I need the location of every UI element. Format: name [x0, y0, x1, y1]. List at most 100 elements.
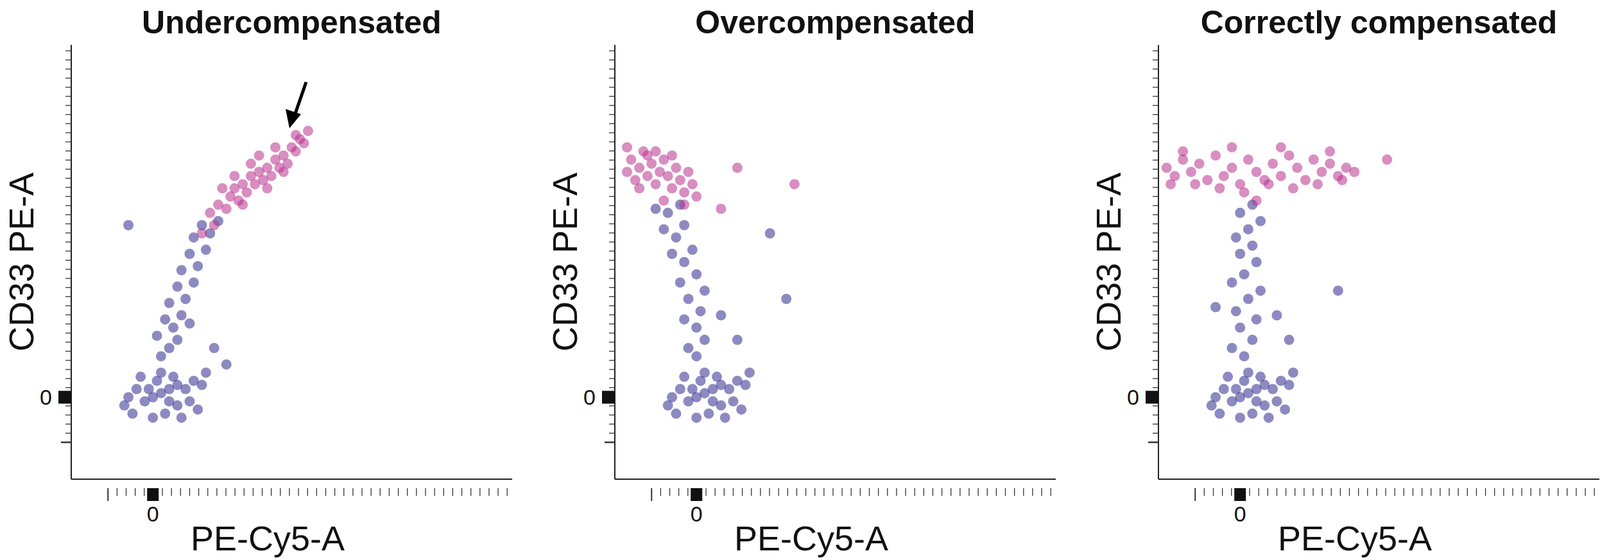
ruler-tick	[1152, 259, 1159, 261]
ruler-tick	[1539, 488, 1541, 497]
point	[1239, 351, 1250, 362]
ruler-tick	[60, 441, 72, 444]
ruler-tick	[941, 488, 943, 497]
ruler-tick	[609, 369, 615, 370]
point	[679, 371, 690, 382]
ruler-tick	[1152, 177, 1159, 179]
ruler-tick	[609, 86, 615, 88]
point	[155, 351, 167, 362]
ruler-tick	[1575, 488, 1577, 497]
ruler-tick	[1152, 405, 1159, 407]
point	[683, 293, 694, 305]
ruler-tick	[161, 488, 163, 497]
ruler-tick	[198, 488, 199, 497]
ruler-tick	[1152, 241, 1159, 243]
point	[168, 322, 179, 334]
ruler-tick	[609, 214, 615, 216]
ruler-tick	[750, 488, 752, 497]
point	[679, 257, 690, 268]
ruler-tick	[1152, 168, 1159, 170]
point	[1271, 310, 1282, 321]
ruler-tick	[65, 123, 72, 124]
ruler-tick	[125, 488, 127, 497]
point	[1284, 150, 1295, 161]
point	[1333, 285, 1344, 296]
ruler-tick	[609, 387, 615, 389]
ruler-tick	[261, 488, 263, 497]
ruler-tick	[470, 488, 472, 497]
ruler-tick	[1050, 488, 1052, 497]
ruler-tick	[1367, 488, 1368, 497]
panel: Correctly compensated00PE-Cy5-ACD33 PE-A	[1089, 4, 1600, 558]
ruler-tick	[65, 250, 72, 252]
ruler-tick	[352, 488, 353, 497]
point	[1218, 383, 1230, 395]
ruler-tick	[1152, 360, 1159, 361]
point	[736, 404, 747, 415]
ruler-tick	[65, 232, 72, 233]
point	[1275, 142, 1287, 153]
ruler-tick	[134, 488, 136, 497]
ruler-tick	[1485, 488, 1486, 497]
point	[715, 379, 726, 391]
point	[634, 183, 645, 194]
ruler-tick	[479, 488, 481, 497]
point	[1186, 166, 1197, 178]
point	[1381, 154, 1393, 165]
point	[707, 396, 719, 407]
ruler-tick	[379, 488, 381, 497]
point	[683, 166, 694, 178]
ruler-tick	[334, 488, 336, 497]
ruler-tick	[1421, 488, 1423, 497]
ruler-tick	[1152, 141, 1159, 143]
ruler-tick	[1152, 305, 1159, 307]
ruler-tick	[1594, 488, 1595, 497]
ruler-tick	[950, 488, 952, 497]
point	[679, 199, 690, 210]
ruler-tick	[207, 488, 208, 497]
point	[1243, 223, 1254, 235]
point	[695, 306, 706, 317]
ruler-tick	[507, 488, 508, 497]
ruler-tick	[851, 488, 852, 497]
ruler-tick	[968, 488, 970, 497]
ruler-tick	[987, 488, 988, 497]
ruler-tick	[65, 186, 72, 188]
ruler-tick	[1376, 488, 1377, 497]
ruler-tick	[877, 488, 879, 497]
point	[209, 343, 220, 354]
x-axis	[614, 478, 1056, 481]
ruler-tick	[714, 488, 716, 497]
point	[621, 142, 633, 153]
point	[1259, 379, 1270, 391]
ruler-tick	[1152, 414, 1159, 416]
ruler-tick	[65, 50, 72, 52]
point	[699, 285, 710, 296]
point	[699, 335, 710, 346]
x-axis-label: PE-Cy5-A	[190, 519, 345, 558]
point	[184, 318, 195, 329]
ruler-tick	[143, 488, 145, 497]
ruler-tick	[678, 488, 680, 497]
ruler-tick	[1349, 488, 1350, 497]
point	[152, 330, 163, 341]
point	[254, 150, 265, 161]
ruler-tick	[868, 488, 870, 497]
ruler-tick	[65, 414, 72, 416]
ruler-tick	[609, 141, 615, 143]
ruler-tick	[609, 423, 615, 425]
ruler-tick	[609, 360, 615, 361]
point	[1247, 240, 1258, 251]
ruler-tick	[923, 488, 925, 497]
y-tick	[58, 390, 72, 404]
ruler-tick	[1204, 488, 1205, 497]
ruler-tick	[650, 488, 653, 502]
point	[172, 335, 183, 346]
point	[1336, 175, 1348, 186]
ruler-tick	[1152, 132, 1159, 133]
point	[270, 142, 281, 153]
point	[675, 383, 686, 395]
ruler-tick	[860, 488, 861, 497]
point	[621, 166, 633, 178]
ruler-tick	[65, 387, 72, 389]
